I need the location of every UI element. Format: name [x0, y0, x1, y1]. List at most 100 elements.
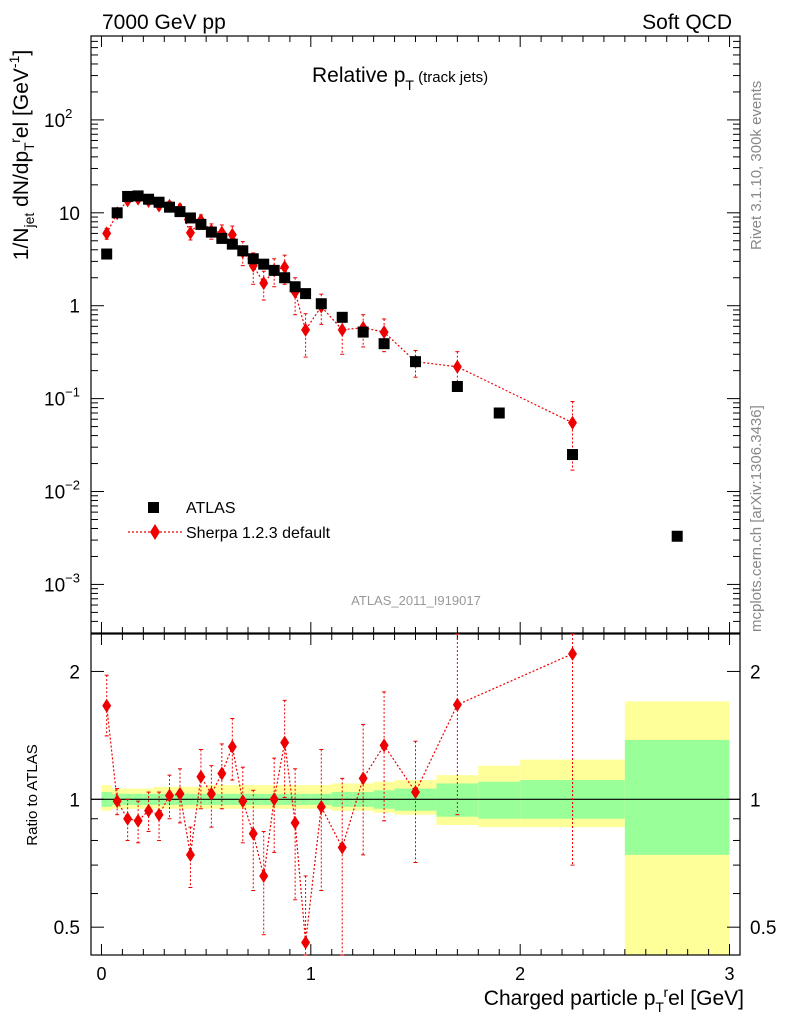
- ratio-point: [165, 788, 175, 803]
- ratio-point: [269, 792, 279, 807]
- rivet-label: Rivet 3.1.10, 300k events: [748, 81, 765, 250]
- data-point: [111, 207, 123, 219]
- band-inner: [624, 739, 730, 855]
- ratio-y-tick-label-right: 1: [750, 790, 761, 811]
- band-inner: [478, 781, 521, 819]
- ratio-point: [411, 785, 420, 800]
- ratio-point: [259, 868, 269, 883]
- xlabel: Charged particle pTrel [GeV]: [484, 984, 744, 1015]
- data-point: [205, 226, 217, 238]
- data-point: [493, 407, 505, 419]
- analysis-watermark: ATLAS_2011_I919017: [351, 593, 481, 608]
- data-point: [153, 196, 165, 208]
- ratio-axes: 0 1 2 3 0.5 0.5 1 1 2 2: [54, 633, 776, 984]
- y-tick-label: 10−3: [44, 570, 80, 596]
- uncertainty-bands: [101, 701, 730, 955]
- legend-atlas-label: ATLAS: [186, 500, 236, 517]
- ratio-point: [452, 697, 462, 712]
- data-point: [195, 218, 207, 230]
- x-tick-label: 3: [725, 964, 735, 984]
- ratio-point: [379, 738, 389, 753]
- ratio-point: [301, 935, 311, 950]
- ratio-point: [217, 766, 227, 781]
- ratio-point: [568, 646, 578, 661]
- y-tick-label: 10−2: [44, 478, 80, 504]
- ratio-point: [337, 840, 347, 855]
- ratio-y-tick-label: 2: [69, 662, 80, 683]
- mc-point: [227, 227, 237, 242]
- mcplots-label: mcplots.cern.ch [arXiv:1306.3436]: [748, 405, 765, 632]
- main-data-series: [101, 190, 683, 542]
- data-point: [671, 530, 683, 542]
- ratio-mc-series: [102, 633, 578, 956]
- mc-point: [337, 322, 347, 337]
- x-tick-label: 1: [306, 964, 316, 984]
- legend-atlas-marker: [148, 502, 159, 513]
- legend-mc-marker: [150, 524, 160, 540]
- data-point: [143, 193, 155, 205]
- energy-label: 7000 GeV pp: [102, 11, 226, 34]
- data-point: [164, 201, 176, 213]
- legend: ATLAS Sherpa 1.2.3 default: [128, 500, 331, 542]
- data-point: [247, 253, 259, 265]
- data-point: [122, 190, 134, 202]
- data-point: [336, 311, 348, 323]
- y-tick-label: 102: [44, 106, 72, 132]
- main-ylabel: 1/Njet dN/dpTrel [GeV-1]: [6, 50, 37, 260]
- ratio-point: [206, 786, 216, 801]
- main-axes: 102 10 1 10−1 10−2 10−3: [44, 35, 741, 634]
- data-point: [184, 212, 196, 224]
- data-point: [451, 381, 463, 393]
- ratio-point: [144, 803, 154, 818]
- ratio-point: [290, 815, 300, 830]
- svg-text:1/Njet dN/dpTrel [GeV-1]: 1/Njet dN/dpTrel [GeV-1]: [6, 50, 37, 260]
- ratio-y-tick-label-right: 0.5: [750, 918, 776, 939]
- plot-title: Relative pT (track jets): [312, 64, 488, 93]
- data-point: [289, 281, 301, 293]
- mc-point: [568, 415, 578, 430]
- data-point: [268, 264, 280, 276]
- data-point: [410, 356, 421, 368]
- ratio-y-tick-label: 1: [69, 790, 80, 811]
- ratio-point: [102, 698, 112, 713]
- mc-line: [106, 198, 573, 424]
- data-point: [216, 232, 228, 244]
- mc-point: [102, 226, 112, 241]
- ratio-point: [133, 813, 143, 828]
- data-point: [258, 258, 270, 270]
- ratio-point: [123, 811, 133, 826]
- ratio-point: [316, 799, 326, 814]
- main-frame: [90, 35, 741, 634]
- mc-point: [452, 359, 462, 374]
- mc-point: [259, 276, 269, 291]
- data-point: [378, 338, 390, 350]
- data-point: [237, 245, 249, 257]
- y-tick-label: 10: [59, 204, 80, 225]
- ratio-ylabel: Ratio to ATLAS: [24, 744, 41, 845]
- y-tick-label: 1: [69, 297, 80, 318]
- mc-point: [379, 325, 389, 340]
- data-point: [226, 238, 238, 250]
- data-point: [132, 190, 144, 202]
- data-point: [357, 326, 369, 338]
- y-tick-label: 10−1: [44, 385, 80, 411]
- data-point: [174, 206, 186, 218]
- ratio-point: [248, 826, 258, 841]
- data-point: [279, 272, 291, 284]
- ratio-point: [185, 847, 195, 862]
- data-point: [315, 298, 327, 310]
- ratio-point: [227, 739, 237, 754]
- data-point: [567, 449, 579, 461]
- ratio-point: [238, 794, 248, 809]
- ratio-point: [175, 786, 185, 801]
- x-tick-label: 0: [96, 964, 106, 984]
- ratio-point: [358, 771, 368, 786]
- ratio-point: [112, 794, 122, 809]
- ratio-y-tick-label: 0.5: [54, 918, 80, 939]
- x-tick-label: 2: [515, 964, 525, 984]
- ratio-point: [154, 807, 164, 822]
- mc-point: [301, 322, 311, 337]
- process-label: Soft QCD: [642, 11, 732, 34]
- data-point: [300, 288, 312, 300]
